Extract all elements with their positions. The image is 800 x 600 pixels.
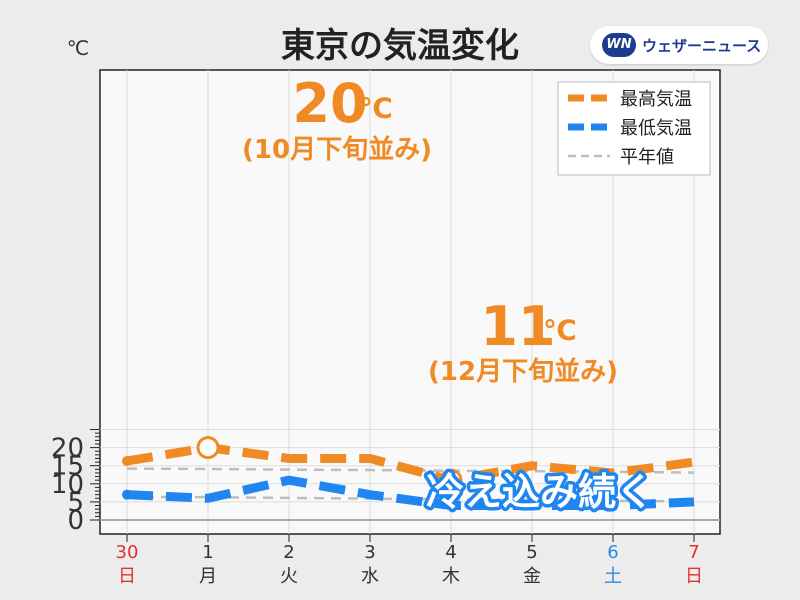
x-tick-label-date: 30 <box>116 542 139 563</box>
page-title: 東京の気温変化 <box>281 26 519 66</box>
x-tick-label-weekday: 水 <box>361 566 379 587</box>
low-temp-start-point <box>122 489 132 500</box>
weathernews-logo-icon: WN <box>602 33 636 57</box>
y-axis-unit: ℃ <box>67 36 89 60</box>
x-tick-label-date: 6 <box>607 542 618 563</box>
x-tick-label-weekday: 火 <box>280 566 298 587</box>
high-temp-series-line <box>126 443 695 485</box>
high-temp-start-point <box>122 455 132 466</box>
x-tick-label-weekday: 土 <box>604 566 622 587</box>
low-temp-series-line <box>126 475 695 511</box>
y-tick-label: 20 <box>51 434 84 464</box>
x-tick-label-weekday: 金 <box>523 566 541 587</box>
annotation-value: 11 <box>480 295 555 358</box>
x-tick-label-date: 5 <box>526 542 537 563</box>
callout-text: 冷え込み続く <box>426 470 654 514</box>
x-tick-label-date: 4 <box>445 542 456 563</box>
x-tick-label-weekday: 日 <box>118 566 136 587</box>
y-tick-label: 5 <box>67 488 84 518</box>
annotations: 20℃(10月下旬並み)11℃(12月下旬並み)冷え込み続く <box>196 72 658 518</box>
legend-label: 最低気温 <box>620 118 692 139</box>
annotation-unit: ℃ <box>543 314 577 347</box>
annotation-marker <box>439 468 463 492</box>
y-tick-label: 10 <box>51 470 84 500</box>
legend-label: 最高気温 <box>620 89 692 110</box>
y-tick-label: 0 <box>67 506 84 536</box>
series-layer <box>122 443 695 511</box>
legend-label: 平年値 <box>620 147 674 168</box>
x-axis: 30 日 1 月 2 火 3 水 4 木 5 金 6 土 7 日 <box>116 534 703 587</box>
annotation-marker <box>196 436 220 460</box>
logo-text: ウェザーニュース <box>642 37 762 55</box>
annotation-unit: ℃ <box>359 92 393 125</box>
weathernews-logo: WN ウェザーニュース <box>590 26 768 64</box>
x-tick-label-weekday: 日 <box>685 566 703 587</box>
annotation-value: 20 <box>292 72 367 135</box>
y-tick-label: 15 <box>51 452 84 482</box>
x-tick-label-date: 3 <box>364 542 375 563</box>
x-tick-label-date: 1 <box>202 542 213 563</box>
normal-series-line <box>126 467 695 474</box>
x-tick-label-weekday: 木 <box>442 566 460 587</box>
x-tick-label-date: 2 <box>283 542 294 563</box>
x-tick-label-date: 7 <box>688 542 699 563</box>
annotation-note: (12月下旬並み) <box>428 357 618 387</box>
x-tick-label-weekday: 月 <box>199 566 217 587</box>
annotation-note: (10月下旬並み) <box>242 135 432 165</box>
